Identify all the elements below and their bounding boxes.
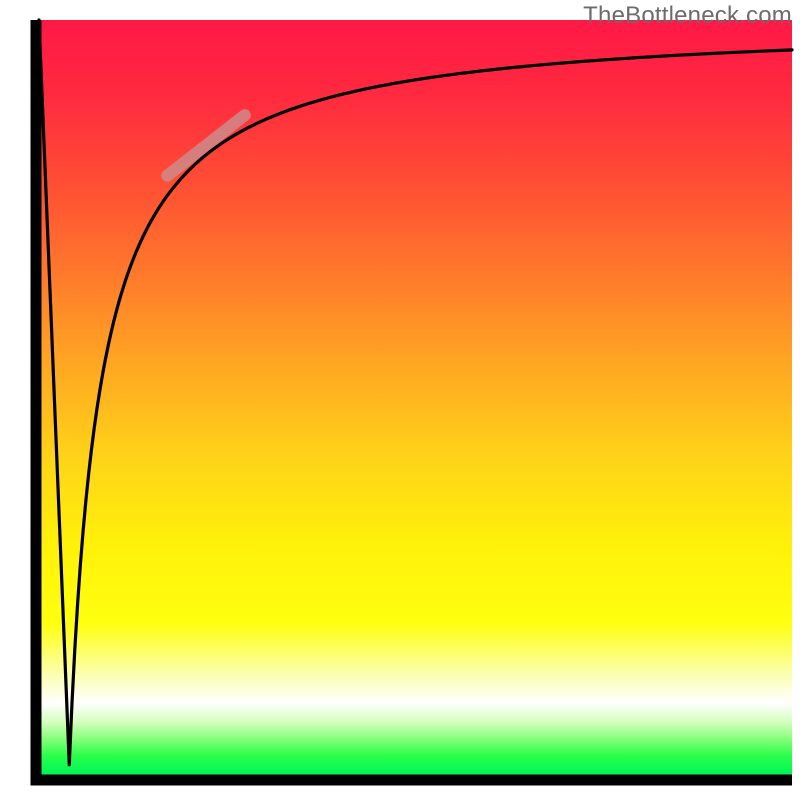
- chart-container: TheBottleneck.com: [0, 0, 800, 800]
- chart-svg: [0, 0, 800, 800]
- plot-background: [42, 20, 793, 775]
- watermark-text: TheBottleneck.com: [583, 2, 792, 30]
